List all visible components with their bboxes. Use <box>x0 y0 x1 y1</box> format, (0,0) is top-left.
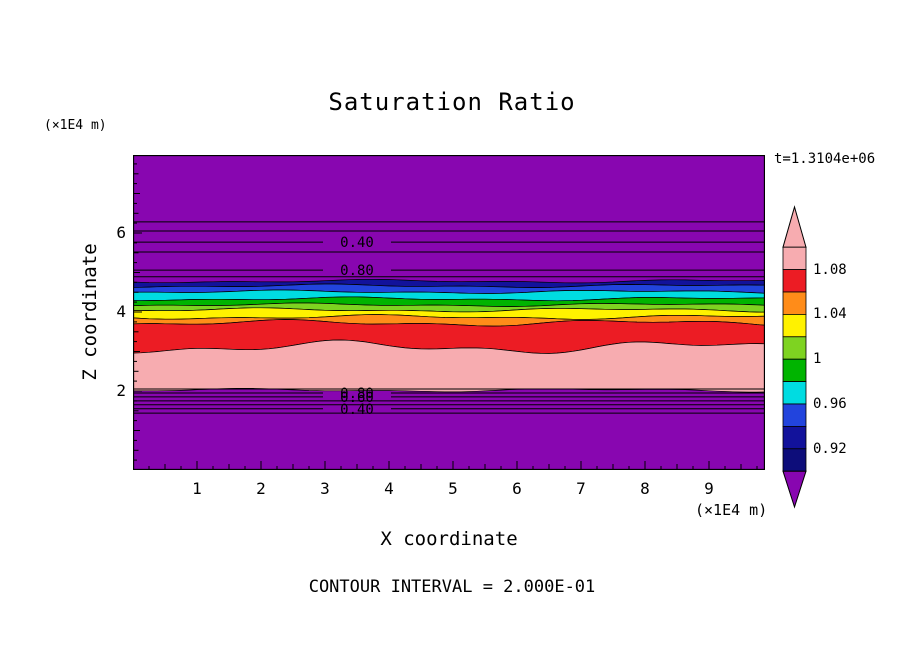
colorbar-tick-label: 0.92 <box>813 440 847 457</box>
colorbar-arrow-bottom <box>782 470 807 509</box>
colorbar-tick-label: 1.04 <box>813 306 847 323</box>
colorbar-cell <box>782 403 807 427</box>
colorbar-cell <box>782 448 807 472</box>
colorbar-tick-label: 0.96 <box>813 396 847 412</box>
y-axis-title: Z coordinate <box>79 243 101 381</box>
colorbar-cell <box>782 358 807 382</box>
y-tick-label: 6 <box>116 223 126 242</box>
colorbar-cell <box>782 246 807 271</box>
colorbar-cell <box>782 336 807 360</box>
time-annotation: t=1.3104e+06 <box>774 151 876 167</box>
plot-frame <box>133 155 765 470</box>
plot-canvas: 0.400.800.800.600.40 <box>133 155 765 470</box>
colorbar-tick-label: 1 <box>813 351 822 368</box>
x-tick-label: 7 <box>576 479 586 498</box>
y-tick-label: 4 <box>116 302 126 321</box>
page-title: Saturation Ratio <box>328 88 576 116</box>
colorbar-cell <box>782 425 807 450</box>
colorbar-arrow-top <box>782 205 807 248</box>
x-axis-tick-labels: 1 2 3 4 5 6 7 8 9 <box>133 479 765 499</box>
x-tick-label: 8 <box>640 479 650 498</box>
x-axis-title: X coordinate <box>380 528 518 550</box>
colorbar-cell <box>782 269 807 293</box>
x-tick-label: 9 <box>704 479 714 498</box>
x-tick-label: 4 <box>384 479 394 498</box>
x-tick-label: 2 <box>256 479 266 498</box>
y-tick-label: 2 <box>116 381 126 400</box>
contour-interval-caption: CONTOUR INTERVAL = 2.000E-01 <box>308 577 596 597</box>
contour-value-label: 0.40 <box>340 402 374 418</box>
contour-value-label: 0.40 <box>340 235 374 251</box>
y-axis-unit-label: (×1E4 m) <box>44 118 107 133</box>
contour-value-label: 0.60 <box>340 390 374 406</box>
x-tick-label: 6 <box>512 479 522 498</box>
colorbar-tick-label: 1.08 <box>813 261 847 278</box>
band-pink <box>133 339 765 393</box>
contour-value-label: 0.80 <box>340 263 374 279</box>
x-tick-label: 5 <box>448 479 458 498</box>
contour-value-label: 0.80 <box>340 386 374 402</box>
colorbar-cell <box>782 314 807 338</box>
colorbar <box>782 205 807 509</box>
colorbar-cell <box>782 381 807 405</box>
plot-area: 0.40 0.80 0.80 0.60 0.40 <box>133 155 765 470</box>
x-tick-label: 1 <box>192 479 202 498</box>
x-tick-label: 3 <box>320 479 330 498</box>
x-axis-unit-label: (×1E4 m) <box>695 501 768 519</box>
colorbar-cell <box>782 291 807 315</box>
